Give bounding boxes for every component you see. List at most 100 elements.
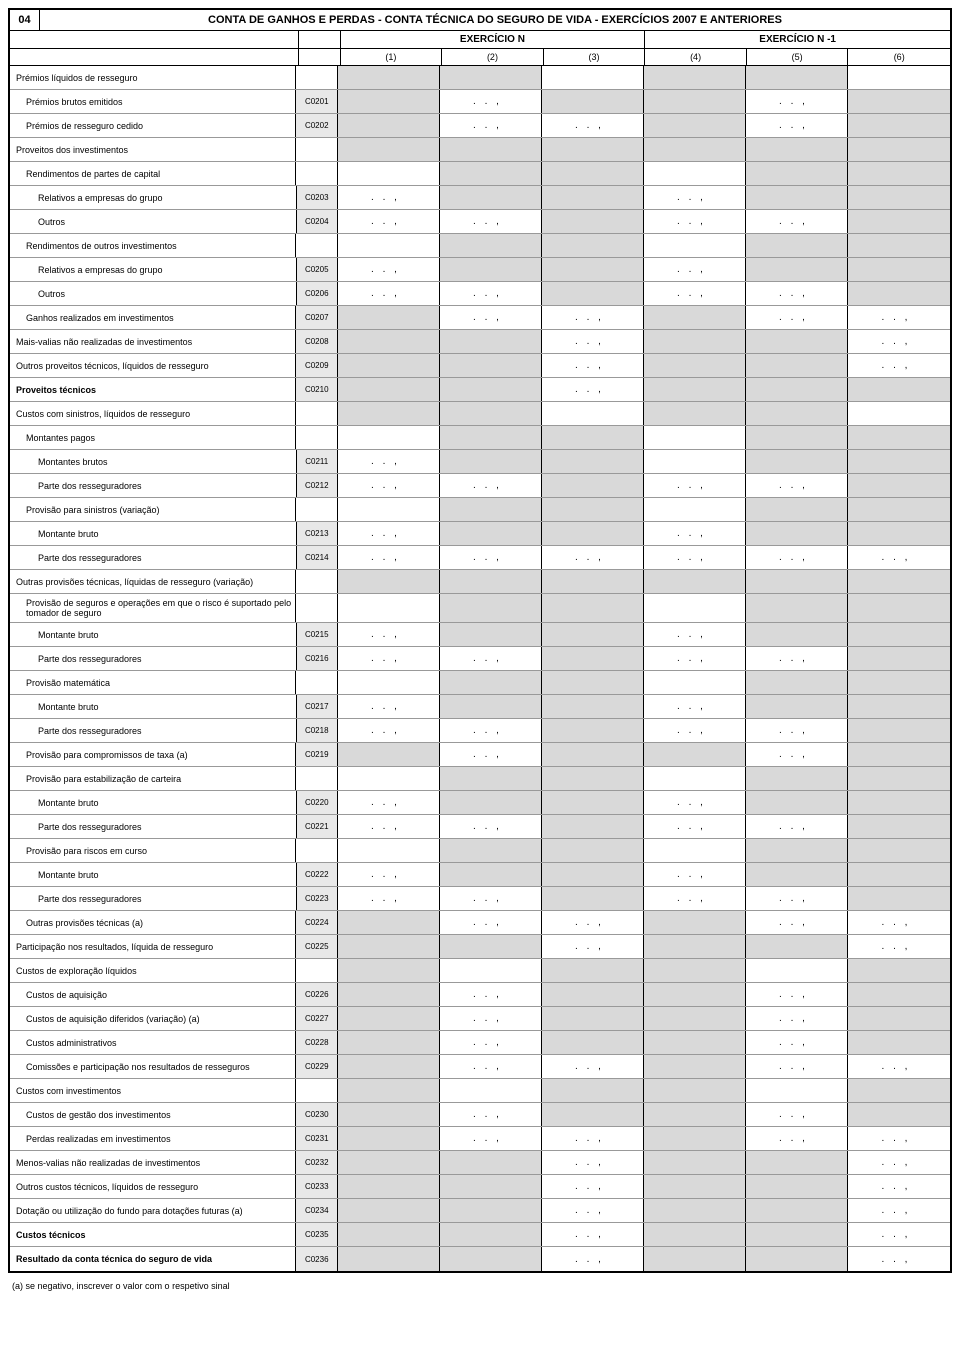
cell[interactable]: . . , <box>542 1175 644 1198</box>
cell[interactable]: . . , <box>848 546 950 569</box>
cell[interactable]: . . , <box>542 354 644 377</box>
cell[interactable]: . . , <box>440 911 542 934</box>
cell[interactable]: . . , <box>440 546 542 569</box>
cell[interactable]: . . , <box>644 546 746 569</box>
cell[interactable]: . . , <box>542 306 644 329</box>
cell[interactable]: . . , <box>644 647 746 670</box>
cell[interactable]: . . , <box>746 1055 848 1078</box>
cell[interactable]: . . , <box>746 983 848 1006</box>
cell[interactable]: . . , <box>746 210 848 233</box>
cell[interactable]: . . , <box>746 1103 848 1126</box>
cell[interactable]: . . , <box>338 623 440 646</box>
cell[interactable]: . . , <box>746 743 848 766</box>
cell[interactable]: . . , <box>338 210 440 233</box>
cell[interactable]: . . , <box>542 546 644 569</box>
cell[interactable]: . . , <box>338 282 440 305</box>
cell[interactable]: . . , <box>338 474 440 497</box>
cell[interactable]: . . , <box>644 474 746 497</box>
cell[interactable]: . . , <box>542 378 644 401</box>
cell[interactable]: . . , <box>746 114 848 137</box>
cell[interactable]: . . , <box>746 815 848 838</box>
cell[interactable]: . . , <box>440 90 542 113</box>
cell[interactable]: . . , <box>440 306 542 329</box>
cell[interactable]: . . , <box>644 719 746 742</box>
cell[interactable]: . . , <box>542 1223 644 1246</box>
cell[interactable]: . . , <box>644 863 746 886</box>
cell[interactable]: . . , <box>440 1031 542 1054</box>
cell[interactable]: . . , <box>746 719 848 742</box>
cell[interactable]: . . , <box>440 1055 542 1078</box>
cell[interactable]: . . , <box>338 522 440 545</box>
cell[interactable]: . . , <box>848 330 950 353</box>
cell[interactable]: . . , <box>848 1223 950 1246</box>
cell[interactable]: . . , <box>644 522 746 545</box>
cell[interactable]: . . , <box>848 1175 950 1198</box>
cell[interactable]: . . , <box>644 186 746 209</box>
cell <box>644 1007 746 1030</box>
cell[interactable]: . . , <box>848 1151 950 1174</box>
cell[interactable]: . . , <box>338 186 440 209</box>
cell[interactable]: . . , <box>746 1127 848 1150</box>
cell[interactable]: . . , <box>746 474 848 497</box>
cell[interactable]: . . , <box>440 815 542 838</box>
cell[interactable]: . . , <box>848 306 950 329</box>
cell[interactable]: . . , <box>440 114 542 137</box>
cell[interactable]: . . , <box>440 743 542 766</box>
cell[interactable]: . . , <box>338 791 440 814</box>
cell[interactable]: . . , <box>338 863 440 886</box>
cell[interactable]: . . , <box>338 719 440 742</box>
cell[interactable]: . . , <box>542 114 644 137</box>
cell[interactable]: . . , <box>848 1247 950 1271</box>
cell[interactable]: . . , <box>746 647 848 670</box>
cell[interactable]: . . , <box>848 1055 950 1078</box>
cell[interactable]: . . , <box>848 1127 950 1150</box>
cell <box>338 671 440 694</box>
cell[interactable]: . . , <box>440 719 542 742</box>
cell[interactable]: . . , <box>746 1007 848 1030</box>
cell[interactable]: . . , <box>644 210 746 233</box>
cell[interactable]: . . , <box>542 1151 644 1174</box>
cell[interactable]: . . , <box>644 623 746 646</box>
cell[interactable]: . . , <box>644 815 746 838</box>
cell[interactable]: . . , <box>848 354 950 377</box>
cell[interactable]: . . , <box>542 1055 644 1078</box>
cell[interactable]: . . , <box>542 1247 644 1271</box>
cell[interactable]: . . , <box>746 911 848 934</box>
cell[interactable]: . . , <box>338 815 440 838</box>
cell[interactable]: . . , <box>746 282 848 305</box>
cell[interactable]: . . , <box>542 911 644 934</box>
cell[interactable]: . . , <box>542 1199 644 1222</box>
cell[interactable]: . . , <box>848 935 950 958</box>
cell[interactable]: . . , <box>644 258 746 281</box>
cell[interactable]: . . , <box>848 1199 950 1222</box>
cell[interactable]: . . , <box>338 450 440 473</box>
cell[interactable]: . . , <box>848 911 950 934</box>
cell[interactable]: . . , <box>746 306 848 329</box>
cell[interactable]: . . , <box>542 935 644 958</box>
cell[interactable]: . . , <box>440 1007 542 1030</box>
cell[interactable]: . . , <box>440 1127 542 1150</box>
row-cells: . . , . . , <box>338 1199 950 1222</box>
cell[interactable]: . . , <box>440 474 542 497</box>
cell[interactable]: . . , <box>644 282 746 305</box>
cell[interactable]: . . , <box>644 887 746 910</box>
cell[interactable]: . . , <box>746 887 848 910</box>
cell[interactable]: . . , <box>746 90 848 113</box>
cell[interactable]: . . , <box>746 546 848 569</box>
cell[interactable]: . . , <box>338 887 440 910</box>
cell[interactable]: . . , <box>338 546 440 569</box>
cell[interactable]: . . , <box>440 983 542 1006</box>
cell[interactable]: . . , <box>440 887 542 910</box>
cell[interactable]: . . , <box>440 210 542 233</box>
cell[interactable]: . . , <box>542 1127 644 1150</box>
cell[interactable]: . . , <box>338 647 440 670</box>
cell[interactable]: . . , <box>338 695 440 718</box>
cell[interactable]: . . , <box>746 1031 848 1054</box>
cell[interactable]: . . , <box>542 330 644 353</box>
cell[interactable]: . . , <box>644 791 746 814</box>
cell[interactable]: . . , <box>440 647 542 670</box>
cell[interactable]: . . , <box>440 1103 542 1126</box>
cell[interactable]: . . , <box>440 282 542 305</box>
cell[interactable]: . . , <box>644 695 746 718</box>
cell[interactable]: . . , <box>338 258 440 281</box>
